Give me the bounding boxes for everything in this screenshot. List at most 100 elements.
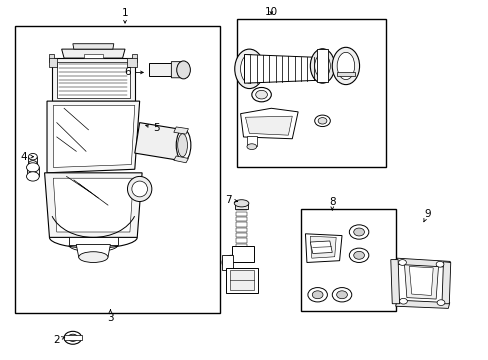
Ellipse shape (314, 115, 330, 127)
Polygon shape (149, 63, 173, 76)
Polygon shape (310, 241, 331, 253)
Polygon shape (132, 54, 137, 62)
Text: 8: 8 (328, 197, 335, 207)
Ellipse shape (68, 334, 78, 341)
Polygon shape (61, 49, 125, 58)
Ellipse shape (348, 225, 368, 239)
Polygon shape (235, 222, 247, 226)
Ellipse shape (398, 260, 406, 265)
Polygon shape (235, 212, 247, 216)
Bar (237, 19, 385, 167)
Text: 10: 10 (264, 7, 277, 17)
Ellipse shape (240, 54, 258, 83)
Ellipse shape (348, 248, 368, 262)
Ellipse shape (336, 291, 346, 299)
Polygon shape (235, 233, 247, 237)
Polygon shape (235, 228, 247, 232)
Ellipse shape (353, 251, 364, 259)
Ellipse shape (132, 181, 147, 197)
Text: 7: 7 (225, 195, 232, 205)
Text: 5: 5 (153, 123, 160, 133)
Polygon shape (235, 238, 247, 243)
Polygon shape (316, 49, 328, 82)
Ellipse shape (331, 288, 351, 302)
Polygon shape (244, 54, 317, 83)
Polygon shape (310, 236, 335, 258)
Ellipse shape (246, 144, 256, 149)
Polygon shape (222, 255, 232, 270)
Polygon shape (64, 335, 81, 340)
Ellipse shape (64, 331, 81, 344)
Ellipse shape (399, 298, 407, 304)
Polygon shape (44, 173, 142, 237)
Polygon shape (390, 260, 399, 304)
Polygon shape (235, 217, 247, 221)
Polygon shape (336, 72, 354, 76)
Polygon shape (173, 156, 188, 163)
Text: 6: 6 (124, 67, 130, 77)
Polygon shape (83, 54, 103, 58)
Text: 9: 9 (423, 209, 430, 219)
Ellipse shape (353, 228, 364, 236)
Polygon shape (404, 264, 438, 299)
Polygon shape (235, 203, 247, 210)
Ellipse shape (318, 118, 326, 124)
Ellipse shape (79, 252, 108, 262)
Ellipse shape (435, 261, 443, 267)
Polygon shape (52, 58, 135, 101)
Ellipse shape (234, 49, 264, 89)
Bar (15, 26, 220, 313)
Polygon shape (26, 167, 39, 176)
Ellipse shape (177, 134, 187, 157)
Polygon shape (395, 260, 447, 304)
Polygon shape (245, 116, 292, 135)
Bar (300, 209, 395, 311)
Polygon shape (441, 262, 450, 304)
Ellipse shape (314, 54, 330, 78)
Ellipse shape (312, 291, 323, 299)
Ellipse shape (176, 130, 190, 161)
Polygon shape (47, 101, 140, 173)
Ellipse shape (26, 172, 39, 181)
Polygon shape (305, 234, 341, 262)
Polygon shape (240, 108, 298, 139)
Ellipse shape (28, 161, 37, 167)
Ellipse shape (176, 61, 190, 79)
Text: 1: 1 (122, 8, 128, 18)
Text: 3: 3 (107, 313, 114, 323)
Polygon shape (173, 127, 188, 134)
Ellipse shape (127, 176, 152, 202)
Ellipse shape (336, 52, 354, 80)
Ellipse shape (310, 49, 334, 83)
Polygon shape (235, 206, 247, 211)
Text: 2: 2 (53, 334, 60, 345)
Polygon shape (49, 58, 57, 67)
Polygon shape (235, 244, 247, 248)
Polygon shape (73, 44, 114, 49)
Ellipse shape (28, 153, 37, 160)
Polygon shape (395, 258, 449, 267)
Polygon shape (69, 237, 118, 245)
Polygon shape (28, 157, 37, 164)
Ellipse shape (251, 87, 271, 102)
Polygon shape (408, 266, 432, 296)
Ellipse shape (26, 163, 39, 172)
Polygon shape (225, 268, 258, 293)
Polygon shape (135, 123, 183, 160)
Polygon shape (53, 178, 133, 232)
Polygon shape (49, 54, 54, 62)
Ellipse shape (255, 90, 267, 99)
Polygon shape (171, 62, 185, 78)
Polygon shape (395, 300, 449, 309)
Ellipse shape (436, 300, 444, 306)
Polygon shape (57, 62, 130, 98)
Polygon shape (76, 244, 110, 257)
Ellipse shape (331, 47, 359, 85)
Polygon shape (231, 246, 254, 262)
Polygon shape (53, 105, 135, 167)
Polygon shape (246, 136, 256, 146)
Polygon shape (127, 58, 137, 67)
Ellipse shape (234, 200, 248, 207)
Polygon shape (229, 270, 254, 291)
Text: 4: 4 (21, 152, 27, 162)
